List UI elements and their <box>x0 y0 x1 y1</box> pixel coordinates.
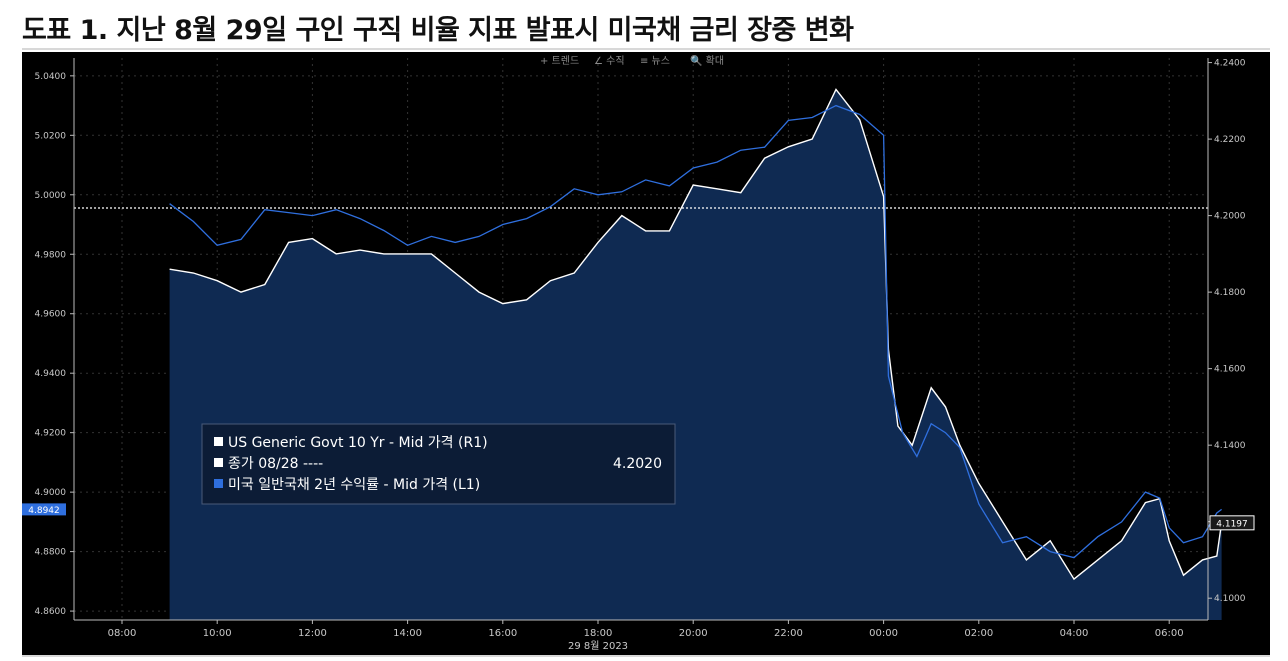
bottom-divider <box>22 655 1270 657</box>
right-tick-label: 4.2400 <box>1214 59 1246 69</box>
legend-label-us2y: 미국 일반국채 2년 수익률 - Mid 가격 (L1) <box>228 477 480 493</box>
right-last-value-text: 4.1197 <box>1216 519 1248 529</box>
yield-chart: 5.0400 5.0200 5.0000 4.9800 4.9600 4.9400 4.92… <box>22 54 1255 652</box>
axes <box>73 58 1209 621</box>
right-tick-label: 4.1400 <box>1214 441 1246 451</box>
left-tick-label: 5.0200 <box>35 131 67 141</box>
legend-label-us10y: US Generic Govt 10 Yr - Mid 가격 (R1) <box>228 435 488 451</box>
left-last-value-text: 4.8942 <box>28 506 60 516</box>
x-tick-label: 22:00 <box>774 628 803 639</box>
left-last-value-tag <box>22 503 66 516</box>
x-tick-label: 18:00 <box>584 628 613 639</box>
x-tick-label: 08:00 <box>108 628 137 639</box>
legend-swatch-close <box>214 458 223 467</box>
right-tick-label: 4.1600 <box>1214 365 1246 375</box>
x-tick-label: 06:00 <box>1155 628 1184 639</box>
us10y-line <box>169 88 1223 581</box>
left-tick-label: 4.9000 <box>35 488 67 498</box>
title-divider <box>22 48 1270 50</box>
chart-toolbar[interactable]: + 트렌드 ∠ 수직 ≡ 뉴스 🔍 확대 <box>540 54 724 67</box>
left-tick-label: 4.8600 <box>35 607 67 617</box>
toolbar-trend-button[interactable]: + 트렌드 <box>540 55 579 67</box>
us10y-area-fill <box>169 89 1222 620</box>
legend-box <box>201 423 676 505</box>
us2y-line <box>169 104 1222 559</box>
left-tick-label: 4.8800 <box>35 548 67 558</box>
left-tick-label: 5.0400 <box>35 72 67 82</box>
left-tick-label: 4.9600 <box>35 310 67 320</box>
toolbar-news-button[interactable]: ≡ 뉴스 <box>640 55 670 67</box>
left-tick-label: 4.9200 <box>35 429 67 439</box>
left-axis-ticks: 5.0400 5.0200 5.0000 4.9800 4.9600 4.9400 4.92… <box>35 72 74 617</box>
left-tick-label: 5.0000 <box>35 191 67 201</box>
right-tick-label: 4.1000 <box>1214 594 1246 604</box>
left-tick-label: 4.9400 <box>35 369 67 379</box>
x-tick-label: 02:00 <box>964 628 993 639</box>
legend-swatch-us10y <box>214 437 223 446</box>
legend-swatch-us2y <box>214 479 223 488</box>
right-tick-label: 4.2000 <box>1214 212 1246 222</box>
x-axis-label: 29 8월 2023 <box>568 640 628 652</box>
toolbar-vertical-button[interactable]: ∠ 수직 <box>594 55 625 67</box>
left-tick-label: 4.9800 <box>35 250 67 260</box>
legend-label-close: 종가 08/28 ---- <box>228 456 323 472</box>
x-axis-ticks: 08:00 10:00 12:00 14:00 16:00 18:00 20:00 22:00… <box>108 620 1184 639</box>
legend-value-close: 4.2020 <box>613 456 662 472</box>
x-tick-label: 16:00 <box>488 628 517 639</box>
x-tick-label: 00:00 <box>869 628 898 639</box>
right-tick-label: 4.1800 <box>1214 288 1246 298</box>
chart-panel: 5.0400 5.0200 5.0000 4.9800 4.9600 4.9400 4.92… <box>22 52 1270 655</box>
right-tick-label: 4.2200 <box>1214 135 1246 145</box>
x-tick-label: 12:00 <box>298 628 327 639</box>
x-tick-label: 14:00 <box>393 628 422 639</box>
x-tick-label: 04:00 <box>1060 628 1089 639</box>
x-tick-label: 20:00 <box>679 628 708 639</box>
right-last-value-tag <box>1209 515 1255 531</box>
x-tick-label: 10:00 <box>203 628 232 639</box>
last-value-tags: 4.8942 4.1197 <box>22 503 1255 531</box>
toolbar-zoom-button[interactable]: 🔍 확대 <box>690 54 724 67</box>
page-title: 도표 1. 지난 8월 29일 구인 구직 비율 지표 발표시 미국채 금리 장… <box>22 15 854 46</box>
chart-legend: US Generic Govt 10 Yr - Mid 가격 (R1) 종가 0… <box>201 423 676 505</box>
